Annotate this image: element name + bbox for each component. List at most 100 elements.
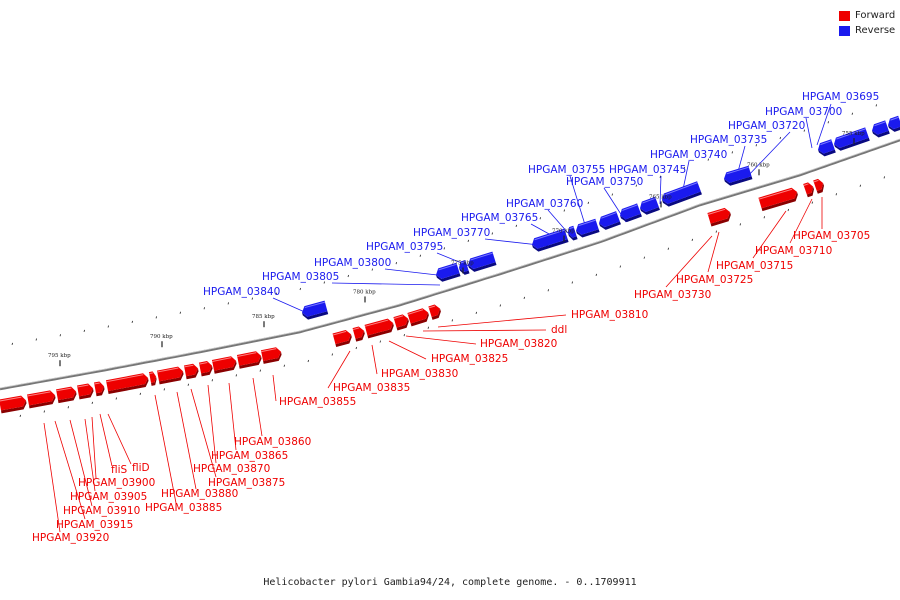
gene-labels: HPGAM_03695 HPGAM_03700 HPGAM_03720 HPGAM_0… — [32, 91, 879, 544]
reverse-gene — [662, 181, 702, 207]
forward-leader-line — [272, 374, 277, 402]
forward-leader-line — [388, 340, 427, 360]
reverse-gene-label: HPGAM_03745 — [609, 164, 686, 176]
forward-gene-label: HPGAM_03910 — [63, 505, 140, 517]
reverse-leader-line — [384, 268, 447, 277]
forward-gene-label: HPGAM_03920 — [32, 532, 109, 544]
guide-dash — [883, 176, 885, 179]
forward-gene — [332, 329, 352, 348]
forward-gene — [236, 351, 262, 369]
reverse-leader-line — [272, 297, 308, 314]
legend: Forward Reverse — [839, 9, 897, 39]
forward-gene-label: HPGAM_03855 — [279, 396, 356, 408]
forward-gene-label: HPGAM_03865 — [211, 450, 288, 462]
guide-dash — [523, 296, 525, 299]
forward-leader-line — [707, 231, 720, 273]
guide-dash — [163, 388, 165, 391]
guide-dash — [779, 136, 781, 140]
reverse-gene-label: HPGAM_03795 — [366, 241, 443, 253]
forward-leader-line — [176, 391, 197, 490]
kbp-ticks: 795 kbp 790 kbp 785 kbp 780 kbp 775 kbp 770 k… — [48, 131, 865, 367]
forward-gene — [407, 308, 429, 327]
reverse-gene-label: HPGAM_03720 — [728, 120, 805, 132]
forward-leader-line — [437, 314, 567, 328]
guide-dash — [659, 175, 661, 178]
genome-backbone — [0, 138, 900, 391]
forward-gene — [364, 318, 394, 339]
guide-dash — [731, 151, 733, 154]
guide-dash — [835, 193, 837, 196]
guide-dash — [667, 247, 669, 250]
forward-gene-label: HPGAM_03710 — [755, 245, 832, 257]
reverse-leader-line — [805, 117, 813, 149]
reverse-gene — [568, 225, 578, 241]
guide-dash — [371, 268, 373, 271]
forward-leader-line — [54, 420, 86, 520]
reverse-gene — [724, 165, 753, 186]
guide-dash — [67, 406, 69, 409]
forward-gene — [0, 395, 27, 414]
reverse-gene — [818, 139, 836, 157]
reverse-gene — [599, 211, 621, 230]
guide-dash — [755, 144, 757, 147]
guide-dash — [467, 239, 469, 243]
forward-gene-label: HPGAM_03900 — [78, 477, 155, 489]
forward-gene-label: HPGAM_03825 — [431, 353, 508, 365]
guide-dash — [427, 326, 429, 329]
kbp-tick-label: 770 kbp — [552, 229, 575, 235]
forward-gene-label: HPGAM_03905 — [70, 491, 147, 503]
forward-gene-label: HPGAM_03810 — [571, 309, 648, 321]
forward-gene — [56, 386, 77, 404]
forward-gene-label: HPGAM_03875 — [208, 477, 285, 489]
reverse-gene — [459, 259, 470, 275]
forward-gene — [183, 363, 199, 380]
kbp-tick-label: 765 kbp — [649, 194, 672, 200]
reverse-gene — [576, 218, 600, 238]
forward-gene — [27, 390, 56, 409]
guide-dash — [91, 401, 93, 404]
forward-gene — [77, 383, 94, 400]
guide-dash — [323, 281, 325, 284]
reverse-gene-label: HPGAM_03805 — [262, 271, 339, 283]
forward-leader-line — [84, 418, 96, 492]
guide-dash — [611, 193, 613, 196]
guide-dash — [571, 281, 573, 284]
guide-dash — [715, 230, 717, 233]
guide-dash — [539, 217, 541, 220]
guide-dash — [235, 374, 237, 377]
reverse-leader-line — [331, 282, 441, 286]
guide-dash — [35, 338, 37, 341]
forward-gene-label: HPGAM_03835 — [333, 382, 410, 394]
guide-dash — [827, 121, 829, 124]
forward-gene — [211, 356, 237, 374]
reverse-gene-label: HPGAM_03740 — [650, 149, 727, 161]
forward-leader-line — [665, 235, 713, 288]
forward-gene — [156, 366, 184, 385]
reverse-leader-line — [659, 175, 662, 205]
forward-swatch — [839, 11, 850, 21]
forward-leader-line — [371, 344, 378, 375]
reverse-gene-label: HPGAM_03800 — [314, 257, 391, 269]
kbp-tick-label: 780 kbp — [353, 289, 376, 295]
guide-dash — [803, 129, 805, 132]
guide-dash — [131, 320, 133, 324]
reverse-gene — [436, 262, 461, 282]
forward-gene — [428, 304, 441, 320]
guide-dash — [115, 397, 117, 400]
guide-dash — [403, 333, 405, 337]
reverse-gene — [872, 120, 890, 138]
reverse-gene-label: HPGAM_03755 — [528, 164, 605, 176]
guide-dash — [251, 297, 253, 300]
forward-leader-line — [91, 416, 97, 479]
guide-dash — [139, 392, 141, 396]
guide-dash — [379, 340, 381, 343]
kbp-tick-label: 755 kbp — [842, 131, 865, 137]
guide-dash — [739, 223, 741, 226]
guide-dash — [227, 302, 229, 305]
forward-gene — [707, 207, 731, 227]
guide-dash — [643, 256, 645, 259]
kbp-tick-label: 785 kbp — [252, 314, 275, 320]
forward-gene-label: ddl — [551, 324, 567, 336]
reverse-leader-line — [547, 209, 569, 234]
forward-gene-label: HPGAM_03880 — [161, 488, 238, 500]
